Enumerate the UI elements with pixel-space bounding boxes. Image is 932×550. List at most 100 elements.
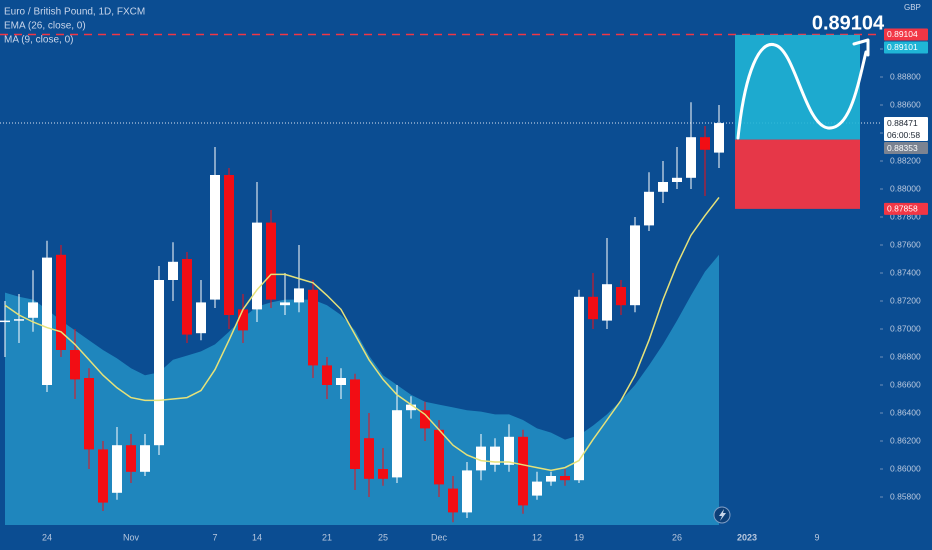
- candle-body: [182, 259, 192, 335]
- x-tick-label: 14: [252, 532, 262, 542]
- annotation: 0.89104: [812, 12, 885, 34]
- x-tick-label: 25: [378, 532, 388, 542]
- candle-body: [672, 177, 682, 182]
- countdown: 06:00:58: [887, 130, 920, 140]
- position-profit: [735, 34, 860, 140]
- y-tick-label: 0.87000: [890, 323, 921, 333]
- plot-area: [0, 33, 880, 526]
- x-tick-label: 9: [814, 532, 819, 542]
- candle-body: [196, 302, 206, 334]
- y-tick-label: 0.88000: [890, 183, 921, 193]
- candle-body: [14, 319, 24, 321]
- price-label-box: [884, 202, 928, 215]
- candle-body: [252, 222, 262, 310]
- x-tick-label: 24: [42, 532, 52, 542]
- forecast-arrow: [852, 38, 870, 57]
- y-tick-label: 0.87200: [890, 295, 921, 305]
- position-loss: [735, 139, 860, 209]
- candle-body: [532, 481, 542, 496]
- candle-body: [154, 280, 164, 446]
- candle-body: [658, 182, 668, 192]
- x-tick-label: 7: [212, 532, 217, 542]
- x-tick-label: 21: [322, 532, 332, 542]
- y-tick-label: 0.87800: [890, 211, 921, 221]
- legend-entry: MA (9, close, 0): [4, 35, 73, 46]
- price-label: 0.88353: [887, 143, 918, 153]
- currency: GBP: [904, 3, 921, 12]
- candle-body: [238, 309, 248, 331]
- candle-body: [476, 446, 486, 471]
- x-tick-label: 12: [532, 532, 542, 542]
- candle-body: [686, 137, 696, 178]
- ema-line: [4, 196, 720, 472]
- x-tick-label: Nov: [123, 532, 140, 542]
- candle-body: [574, 296, 584, 481]
- candle-body: [406, 404, 416, 411]
- candle-body: [84, 378, 94, 450]
- forecast-curve: [736, 43, 868, 140]
- y-tick-label: 0.86400: [890, 407, 921, 417]
- y-tick-label: 0.86800: [890, 351, 921, 361]
- x-tick-label: Dec: [431, 532, 448, 542]
- y-tick-label: 0.88200: [890, 155, 921, 165]
- price-label: 0.89101: [887, 42, 918, 52]
- candle-body: [210, 175, 220, 300]
- x-tick-label: 19: [574, 532, 584, 542]
- y-tick-label: 0.86000: [890, 463, 921, 473]
- replay-icon-bolt: [719, 509, 726, 521]
- candle-body: [140, 445, 150, 472]
- candle-body: [350, 379, 360, 469]
- candle-body: [700, 137, 710, 150]
- price-label: 0.87858: [887, 204, 918, 214]
- ma-area: [5, 254, 719, 526]
- candle-body: [518, 436, 528, 506]
- candle-body: [112, 445, 122, 493]
- candle-body: [56, 254, 66, 350]
- price-label-box: [884, 41, 928, 54]
- candle-body: [602, 284, 612, 321]
- candle-body: [490, 446, 500, 465]
- candle-body: [616, 287, 626, 306]
- y-tick-label: 0.88800: [890, 71, 921, 81]
- chart-title: Euro / British Pound, 1D, FXCM: [4, 7, 145, 18]
- candle-body: [0, 320, 10, 323]
- candle-body: [224, 175, 234, 315]
- price-label-box: [884, 117, 928, 142]
- candle-body: [644, 191, 654, 226]
- y-tick-label: 0.86200: [890, 435, 921, 445]
- candle-body: [420, 410, 430, 429]
- price-label: 0.88471: [887, 118, 918, 128]
- x-tick-label: 26: [672, 532, 682, 542]
- y-tick-label: 0.87600: [890, 239, 921, 249]
- candle-body: [546, 476, 556, 482]
- candle-body: [714, 123, 724, 153]
- candle-body: [266, 222, 276, 300]
- candle-body: [294, 288, 304, 303]
- y-tick-label: 0.87400: [890, 267, 921, 277]
- candle-body: [168, 261, 178, 280]
- y-tick-label: 0.86600: [890, 379, 921, 389]
- candle-body: [560, 476, 570, 481]
- candle-body: [28, 302, 38, 318]
- candle-body: [126, 445, 136, 472]
- candle-body: [462, 470, 472, 513]
- candle-body: [70, 350, 80, 380]
- price-label-box: [884, 142, 928, 155]
- candle-body: [588, 296, 598, 320]
- y-tick-label: 0.85800: [890, 491, 921, 501]
- candle-body: [448, 488, 458, 513]
- overlay: EMA (26, close, 0) MA (9, close, 0) 0.8910…: [4, 12, 928, 542]
- x-tick-label: 2023: [737, 532, 757, 542]
- candle-body: [308, 289, 318, 366]
- legend-entry: EMA (26, close, 0): [4, 21, 86, 32]
- candle-body: [392, 410, 402, 478]
- candle-body: [98, 449, 108, 503]
- candle-body: [364, 438, 374, 479]
- candle-body: [378, 469, 388, 479]
- candle-body: [504, 436, 514, 465]
- price-label: 0.89104: [887, 29, 918, 39]
- candle-body: [322, 365, 332, 385]
- candle-body: [630, 225, 640, 306]
